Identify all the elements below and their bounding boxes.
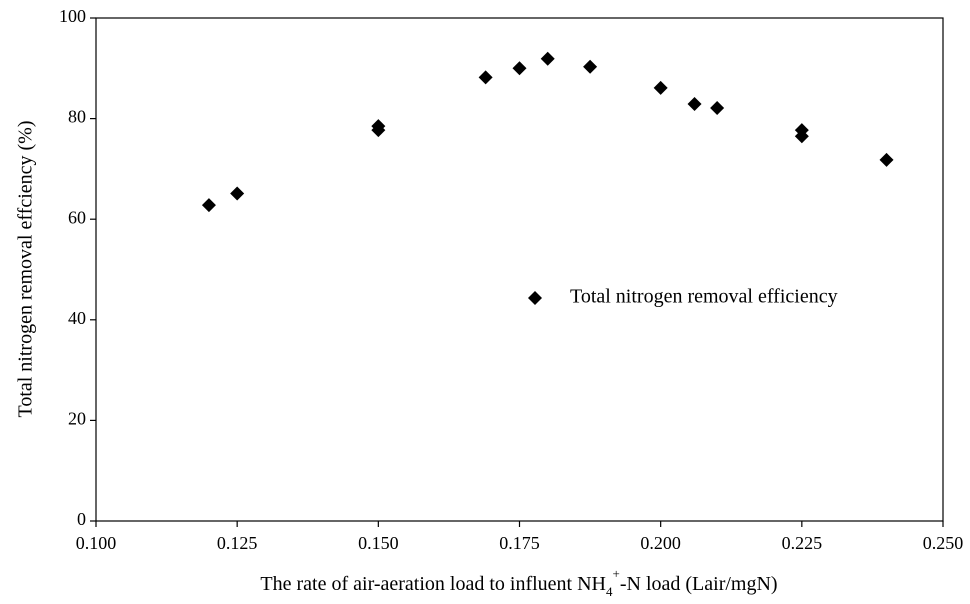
x-tick-label: 0.250 (923, 533, 964, 553)
data-point (230, 186, 245, 201)
data-point (653, 80, 668, 95)
y-tick-label: 80 (68, 107, 86, 127)
data-point (540, 51, 555, 66)
legend-text: Total nitrogen removal efficiency (570, 286, 838, 308)
plot-frame (95, 17, 944, 522)
data-point (879, 152, 894, 167)
x-tick-label: 0.100 (76, 533, 117, 553)
x-tick-label: 0.125 (217, 533, 258, 553)
data-point (201, 198, 216, 213)
x-tick-label: 0.225 (782, 533, 823, 553)
x-tick-label: 0.200 (640, 533, 681, 553)
y-tick-label: 0 (77, 509, 86, 529)
y-tick-label: 100 (59, 6, 86, 26)
data-point (371, 123, 386, 138)
data-point (583, 59, 598, 74)
x-tick-label: 0.175 (499, 533, 540, 553)
data-point (512, 61, 527, 76)
x-axis-title-sup: + (613, 566, 620, 581)
x-axis-title-sub: 4 (606, 584, 613, 599)
data-point (794, 129, 809, 144)
data-point (478, 70, 493, 85)
legend-marker (528, 291, 542, 305)
x-axis-title-part: -N load (Lair/mgN) (620, 573, 778, 595)
data-point (687, 97, 702, 112)
x-tick-label: 0.150 (358, 533, 399, 553)
y-tick-label: 60 (68, 207, 86, 227)
x-axis-title-part: The rate of air-aeration load to influen… (260, 573, 606, 595)
y-tick-label: 20 (68, 409, 86, 429)
x-axis-title: The rate of air-aeration load to influen… (260, 566, 777, 599)
y-axis-title: Total nitrogen removal effciency (%) (15, 121, 37, 418)
y-tick-label: 40 (68, 308, 86, 328)
data-point (710, 101, 725, 116)
